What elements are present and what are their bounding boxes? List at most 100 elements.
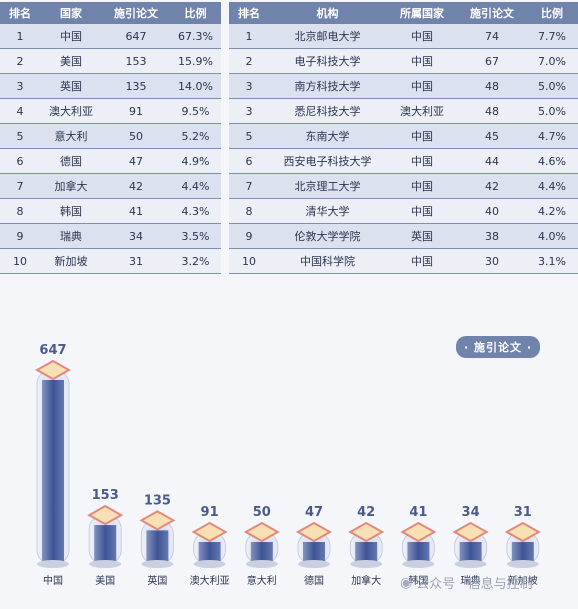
category-label: 英国	[147, 574, 167, 587]
bar-cap	[452, 521, 489, 543]
table-cell: 9	[229, 223, 269, 249]
table-cell: 中国科学院	[269, 248, 386, 274]
table-cell: 40	[458, 198, 526, 224]
bar-cap	[34, 359, 72, 381]
bar-base	[350, 560, 383, 568]
bar-base	[89, 560, 122, 568]
category-label: 加拿大	[351, 574, 381, 587]
table-cell: 北京理工大学	[269, 173, 386, 199]
table-cell: 48	[458, 73, 526, 99]
column-header: 比例	[526, 2, 578, 24]
table-cell: 135	[102, 73, 170, 99]
table-cell: 5.0%	[526, 73, 578, 99]
bar-value-label: 91	[201, 505, 219, 520]
table-cell: 10	[229, 248, 269, 274]
table-cell: 4.4%	[170, 173, 221, 199]
table-cell: 15.9%	[170, 48, 221, 74]
table-cell: 瑞典	[40, 223, 102, 249]
table-cell: 4.7%	[526, 123, 578, 149]
table-cell: 中国	[386, 248, 458, 274]
table-cell: 东南大学	[269, 123, 386, 149]
table-cell: 9.5%	[170, 98, 221, 124]
table-cell: 3.2%	[170, 248, 221, 274]
table-cell: 4.4%	[526, 173, 578, 199]
table-cell: 7	[229, 173, 269, 199]
category-label: 中国	[43, 574, 63, 587]
table-row: 1 北京邮电大学 中国 74 7.7%	[229, 24, 578, 49]
table-cell: 91	[102, 98, 170, 124]
bar-base	[454, 560, 487, 568]
bar	[407, 542, 430, 564]
bar	[146, 530, 169, 564]
watermark-text: 公众号 · 信息与控制	[416, 577, 533, 592]
table-cell: 中国	[386, 173, 458, 199]
table-row: 3 悉尼科技大学 澳大利亚 48 5.0%	[229, 98, 578, 124]
bar-base	[141, 560, 174, 568]
table-cell: 澳大利亚	[386, 98, 458, 124]
bar-value-label: 41	[409, 505, 427, 520]
table-cell: 5	[229, 123, 269, 149]
table-cell: 7.0%	[526, 48, 578, 74]
table-cell: 伦敦大学学院	[269, 223, 386, 249]
table-row: 8 清华大学 中国 40 4.2%	[229, 198, 578, 224]
table-cell: 8	[229, 198, 269, 224]
column-header: 比例	[170, 2, 221, 24]
category-label: 德国	[304, 574, 324, 587]
bar-base	[298, 560, 330, 568]
table-cell: 中国	[386, 24, 458, 49]
table-row: 3 英国 135 14.0%	[0, 73, 221, 99]
table-cell: 新加坡	[40, 248, 102, 274]
table-cell: 48	[458, 98, 526, 124]
category-label: 澳大利亚	[190, 574, 230, 587]
bar-value-label: 42	[357, 505, 375, 520]
table-cell: 1	[0, 24, 40, 49]
bar-cap	[191, 521, 228, 543]
table-cell: 5.2%	[170, 123, 221, 149]
table-cell: 3.5%	[170, 223, 221, 249]
bar-value-label: 135	[144, 493, 171, 508]
bar-cap	[400, 521, 437, 543]
table-cell: 4.3%	[170, 198, 221, 224]
table-cell: 中国	[386, 48, 458, 74]
table-cell: 中国	[386, 73, 458, 99]
table-cell: 7	[0, 173, 40, 199]
table-cell: 2	[229, 48, 269, 74]
column-header: 机构	[269, 2, 386, 24]
table-cell: 4.2%	[526, 198, 578, 224]
table-cell: 74	[458, 24, 526, 49]
table-cell: 悉尼科技大学	[269, 98, 386, 124]
table-row: 3 南方科技大学 中国 48 5.0%	[229, 73, 578, 99]
table-cell: 50	[102, 123, 170, 149]
table-cell: 67	[458, 48, 526, 74]
column-header: 施引论文	[102, 2, 170, 24]
table-row: 4 澳大利亚 91 9.5%	[0, 98, 221, 124]
bar-value-label: 153	[92, 488, 119, 503]
table-row: 9 瑞典 34 3.5%	[0, 223, 221, 249]
bar	[355, 542, 378, 564]
table-row: 7 加拿大 42 4.4%	[0, 173, 221, 199]
table-cell: 英国	[386, 223, 458, 249]
table-cell: 4.6%	[526, 148, 578, 174]
table-cell: 中国	[386, 198, 458, 224]
bar-cap	[295, 521, 333, 543]
bar	[459, 542, 482, 564]
category-label: 瑞典	[461, 574, 481, 587]
table-cell: 42	[458, 173, 526, 199]
table-cell: 14.0%	[170, 73, 221, 99]
table-header-row: 排名 国家 施引论文 比例	[0, 2, 221, 24]
table-row: 6 西安电子科技大学 中国 44 4.6%	[229, 148, 578, 174]
table-cell: 34	[102, 223, 170, 249]
table-row: 5 意大利 50 5.2%	[0, 123, 221, 149]
bar-cap	[243, 521, 280, 543]
bar	[198, 542, 221, 564]
table-cell: 30	[458, 248, 526, 274]
table-cell: 加拿大	[40, 173, 102, 199]
column-header: 所属国家	[386, 2, 458, 24]
table-cell: 4.0%	[526, 223, 578, 249]
table-cell: 韩国	[40, 198, 102, 224]
table-cell: 德国	[40, 148, 102, 174]
table-row: 7 北京理工大学 中国 42 4.4%	[229, 173, 578, 199]
bar-base	[37, 560, 69, 568]
table-cell: 澳大利亚	[40, 98, 102, 124]
table-cell: 647	[102, 24, 170, 49]
